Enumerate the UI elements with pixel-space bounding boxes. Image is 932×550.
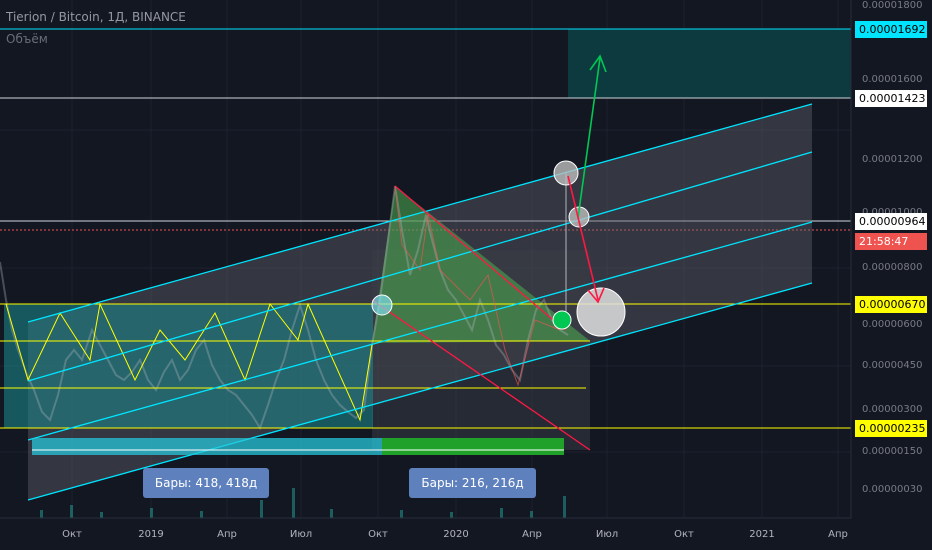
date-range-2[interactable] — [382, 438, 564, 455]
target-zone — [568, 29, 851, 98]
price-tick: 0.00001800 — [862, 0, 923, 11]
accumulation-box — [4, 304, 373, 428]
arrow-up — [577, 54, 607, 219]
price-label-resistance: 0.00001423 — [855, 90, 927, 107]
bars-measure-label-1[interactable]: Бары: 418, 418д — [143, 468, 269, 498]
price-label-target: 0.00001692 — [855, 21, 927, 38]
top-target-marker[interactable] — [553, 160, 579, 186]
time-tick: Июл — [595, 529, 619, 540]
wedge-zigzag — [394, 185, 561, 387]
price-tick: 0.00000300 — [862, 404, 923, 415]
price-tick: 0.00001000 — [862, 207, 922, 218]
volume-indicator-label[interactable]: Объём — [6, 32, 48, 46]
price-tick: 0.00000150 — [862, 446, 923, 457]
time-tick: Апр — [522, 529, 542, 540]
symbol-title[interactable]: Tierion / Bitcoin, 1Д, BINANCE — [6, 10, 186, 24]
zigzag — [5, 302, 373, 422]
price-tick: 0.00000030 — [862, 484, 923, 495]
volume-bars — [40, 488, 566, 518]
price-tick: 0.00001200 — [862, 154, 923, 165]
date-range-1[interactable] — [32, 438, 382, 455]
time-tick: 2021 — [749, 529, 775, 540]
time-tick: Апр — [217, 529, 237, 540]
time-tick: Окт — [674, 529, 694, 540]
time-tick: Окт — [62, 529, 82, 540]
price-label-current: 0.00000670 — [855, 296, 927, 313]
price-tick: 0.00000450 — [862, 360, 923, 371]
wedge-lines — [371, 185, 591, 451]
arrow-down — [567, 175, 605, 304]
price-tick: 0.00000600 — [862, 319, 923, 330]
countdown-label: 21:58:47 — [855, 233, 927, 250]
time-tick: 2020 — [443, 529, 469, 540]
price-series — [0, 185, 569, 431]
breakout-marker[interactable] — [371, 294, 393, 316]
price-tick: 0.00001600 — [862, 74, 923, 85]
time-tick: Июл — [289, 529, 313, 540]
time-tick: Окт — [368, 529, 388, 540]
price-tick: 0.00000800 — [862, 262, 923, 273]
price-label-level: 0.00000964 — [855, 213, 927, 230]
bars-measure-label-2[interactable]: Бары: 216, 216д — [409, 468, 536, 498]
retest-marker[interactable] — [576, 287, 626, 337]
current-marker[interactable] — [552, 310, 572, 330]
yellow-levels — [0, 303, 851, 429]
price-label-support: 0.00000235 — [855, 420, 927, 437]
time-tick: Апр — [828, 529, 848, 540]
time-tick: 2019 — [138, 529, 164, 540]
